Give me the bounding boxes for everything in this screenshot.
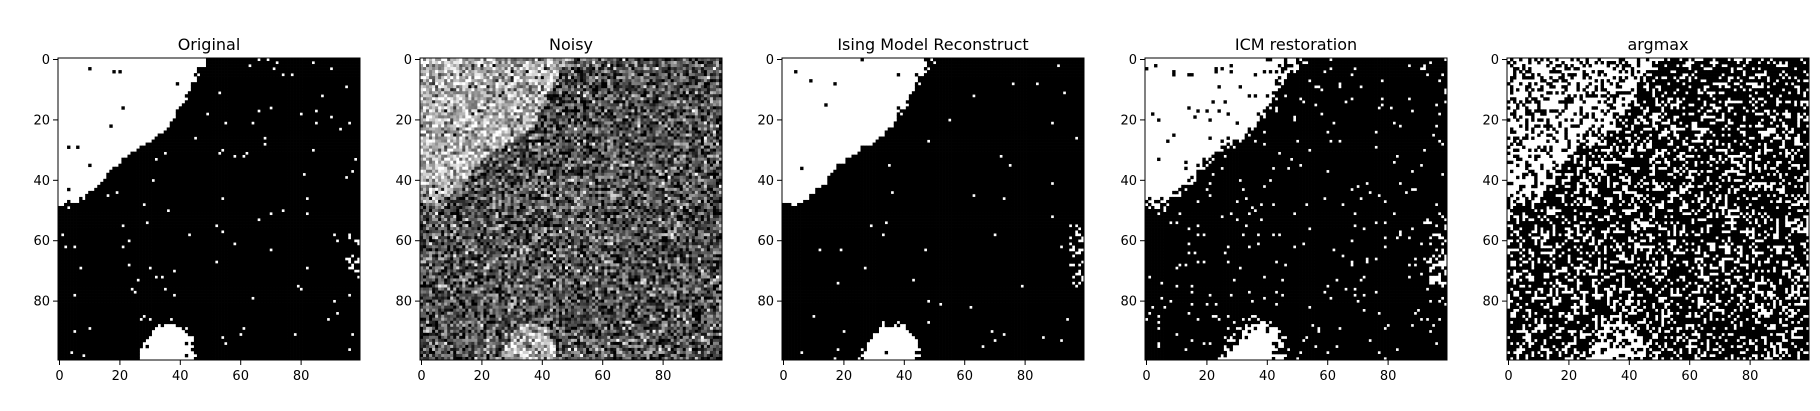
y-tick-label: 60	[1482, 234, 1499, 249]
y-tick-label: 60	[33, 234, 50, 249]
y-tick-label: 20	[395, 113, 412, 128]
panel-2: Noisy 0 20 40 60 80 0 20 40 60 80	[395, 35, 723, 384]
x-tick-label: 80	[655, 369, 672, 384]
x-tick-label: 40	[1621, 369, 1638, 384]
x-tick-label: 40	[534, 369, 551, 384]
x-tick-label: 40	[896, 369, 913, 384]
x-tick-label: 0	[55, 369, 63, 384]
heatmap-image	[58, 58, 361, 361]
y-tick-label: 20	[757, 113, 774, 128]
y-tick-label: 20	[33, 113, 50, 128]
y-tick-label: 60	[395, 234, 412, 249]
x-tick-label: 60	[1319, 369, 1336, 384]
y-tick-label: 80	[1120, 295, 1137, 310]
panels: Original 0 20 40 60 80 0 20 40 60 80 Noisy 0 20 40 60 80…	[33, 35, 1810, 384]
x-tick-label: 80	[1742, 369, 1759, 384]
y-tick-label: 40	[33, 174, 50, 189]
x-tick-label: 40	[172, 369, 189, 384]
x-tick-label: 0	[1504, 369, 1512, 384]
y-tick-label: 60	[1120, 234, 1137, 249]
panel-title: Noisy	[549, 35, 593, 54]
y-tick-label: 60	[757, 234, 774, 249]
panel-title: ICM restoration	[1235, 35, 1357, 54]
heatmap-image	[1507, 58, 1810, 361]
x-tick-label: 80	[1380, 369, 1397, 384]
x-tick-label: 0	[1142, 369, 1150, 384]
y-tick-label: 40	[1120, 174, 1137, 189]
panel-title: Ising Model Reconstruct	[837, 35, 1028, 54]
y-tick-label: 40	[395, 174, 412, 189]
y-tick-label: 0	[42, 53, 50, 68]
x-tick-label: 60	[594, 369, 611, 384]
heatmap-image	[420, 58, 723, 361]
x-tick-label: 60	[956, 369, 973, 384]
y-tick-label: 20	[1120, 113, 1137, 128]
x-tick-label: 80	[293, 369, 310, 384]
y-tick-label: 40	[1482, 174, 1499, 189]
y-tick-label: 0	[766, 53, 774, 68]
x-tick-label: 60	[232, 369, 249, 384]
panel-1: Original 0 20 40 60 80 0 20 40 60 80	[33, 35, 361, 384]
x-tick-label: 40	[1259, 369, 1276, 384]
panel-title: argmax	[1627, 35, 1688, 54]
x-tick-label: 20	[474, 369, 491, 384]
x-tick-label: 0	[779, 369, 787, 384]
x-tick-label: 0	[417, 369, 425, 384]
panel-4: ICM restoration 0 20 40 60 80 0 20 40 60 80	[1120, 35, 1448, 384]
panel-title: Original	[178, 35, 241, 54]
x-tick-label: 20	[112, 369, 129, 384]
y-tick-label: 20	[1482, 113, 1499, 128]
panel-5: argmax 0 20 40 60 80 0 20 40 60 80	[1482, 35, 1810, 384]
y-tick-label: 80	[395, 295, 412, 310]
x-tick-label: 60	[1681, 369, 1698, 384]
x-tick-label: 80	[1017, 369, 1034, 384]
heatmap-image	[1145, 58, 1448, 361]
y-tick-label: 0	[404, 53, 412, 68]
y-tick-label: 80	[1482, 295, 1499, 310]
panel-3: Ising Model Reconstruct 0 20 40 60 80 0 20 40 60 8…	[757, 35, 1085, 384]
x-tick-label: 20	[1561, 369, 1578, 384]
y-tick-label: 80	[757, 295, 774, 310]
heatmap-image	[782, 58, 1085, 361]
x-tick-label: 20	[1199, 369, 1216, 384]
y-tick-label: 40	[757, 174, 774, 189]
y-tick-label: 80	[33, 295, 50, 310]
y-tick-label: 0	[1129, 53, 1137, 68]
y-tick-label: 0	[1491, 53, 1499, 68]
x-tick-label: 20	[836, 369, 853, 384]
